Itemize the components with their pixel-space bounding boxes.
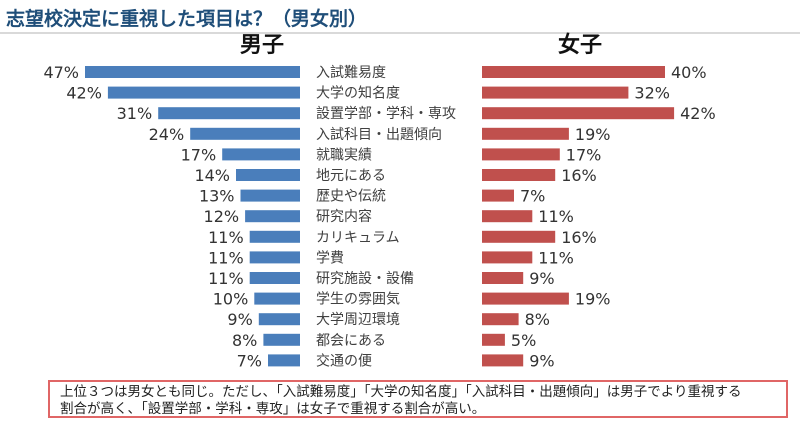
category-label: 大学周辺環境 <box>316 312 400 328</box>
female-value-label: 19% <box>575 290 611 309</box>
male-value-label: 12% <box>204 207 240 226</box>
female-value-label: 32% <box>634 84 670 103</box>
female-value-labels-group: 40%32%42%19%17%16%7%11%16%11%9%19%8%5%9% <box>511 63 716 370</box>
male-bar <box>107 86 301 99</box>
category-label: 地元にある <box>316 168 386 184</box>
female-bar <box>482 189 514 202</box>
male-value-label: 14% <box>194 166 230 185</box>
category-label: 学生の雰囲気 <box>316 292 400 308</box>
male-bar <box>249 230 300 243</box>
male-series-heading: 男子 <box>240 33 284 58</box>
male-value-label: 10% <box>213 290 249 309</box>
category-label: 都会にある <box>316 333 386 349</box>
female-bar <box>482 66 665 78</box>
female-bar <box>482 107 675 120</box>
category-label: 研究施設・設備 <box>316 271 414 287</box>
category-labels-group: 入試難易度大学の知名度設置学部・学科・専攻入試科目・出題傾向就職実績地元にある歴… <box>316 65 456 369</box>
summary-note: 上位３つは男女とも同じ。ただし、「入試難易度」「大学の知名度」「入試科目・出題傾… <box>48 380 788 418</box>
female-bar <box>482 333 505 346</box>
male-bar <box>268 354 300 367</box>
male-bar <box>245 210 300 223</box>
female-value-label: 5% <box>511 331 536 350</box>
male-value-label: 24% <box>149 125 185 144</box>
female-value-label: 19% <box>575 125 611 144</box>
female-bar <box>482 230 556 243</box>
female-bar <box>482 148 560 161</box>
female-bar <box>482 313 519 326</box>
female-value-label: 16% <box>561 166 597 185</box>
female-value-label: 7% <box>520 187 545 206</box>
female-value-label: 40% <box>671 63 707 82</box>
female-bar <box>482 292 569 305</box>
male-bar <box>190 127 300 140</box>
male-value-label: 13% <box>199 187 235 206</box>
female-bar <box>482 354 524 367</box>
female-bar <box>482 251 533 264</box>
female-bars-group <box>482 66 675 367</box>
category-label: 研究内容 <box>316 208 372 225</box>
category-label: 就職実績 <box>316 147 372 163</box>
male-value-labels-group: 47%42%31%24%17%14%13%12%11%11%11%10%9%8%… <box>43 63 262 370</box>
male-bar <box>240 189 300 202</box>
category-label: 歴史や伝統 <box>316 189 386 205</box>
male-bar <box>158 107 300 120</box>
male-value-label: 11% <box>208 228 244 247</box>
male-bar <box>258 313 300 326</box>
female-value-label: 11% <box>538 207 574 226</box>
male-value-label: 17% <box>181 145 217 164</box>
title-divider <box>0 32 800 34</box>
male-bar <box>236 169 300 181</box>
male-bars-group <box>85 66 301 367</box>
female-value-label: 9% <box>529 269 554 288</box>
female-bar <box>482 210 533 223</box>
female-value-label: 11% <box>538 248 574 267</box>
male-value-label: 31% <box>117 104 153 123</box>
male-value-label: 7% <box>237 351 262 370</box>
male-value-label: 47% <box>43 63 79 82</box>
male-bar <box>249 251 300 264</box>
female-value-label: 17% <box>566 145 602 164</box>
male-bar <box>249 272 300 284</box>
female-value-label: 8% <box>525 310 550 329</box>
category-label: 大学の知名度 <box>316 85 400 102</box>
page-title: 志望校決定に重視した項目は？（男女別） <box>6 8 368 30</box>
male-bar <box>85 66 300 78</box>
female-bar <box>482 169 556 181</box>
female-value-label: 16% <box>561 228 597 247</box>
male-bar <box>222 148 300 161</box>
category-label: カリキュラム <box>316 230 400 246</box>
male-value-label: 9% <box>227 310 252 329</box>
male-bar <box>254 292 300 305</box>
female-bar <box>482 272 524 284</box>
category-label: 入試難易度 <box>316 65 386 81</box>
female-value-label: 9% <box>529 351 554 370</box>
female-value-label: 42% <box>680 104 716 123</box>
category-label: 学費 <box>316 250 344 266</box>
category-label: 設置学部・学科・専攻 <box>316 106 456 122</box>
male-value-label: 11% <box>208 248 244 267</box>
male-value-label: 11% <box>208 269 244 288</box>
male-value-label: 42% <box>66 84 102 103</box>
male-value-label: 8% <box>232 331 257 350</box>
female-bar <box>482 127 569 140</box>
female-bar <box>482 86 629 99</box>
gender-comparison-chart: 男子 女子 入試難易度大学の知名度設置学部・学科・専攻入試科目・出題傾向就職実績… <box>43 32 716 370</box>
female-series-heading: 女子 <box>558 32 602 58</box>
male-bar <box>263 333 300 346</box>
category-label: 入試科目・出題傾向 <box>316 127 442 143</box>
category-label: 交通の便 <box>316 352 372 369</box>
